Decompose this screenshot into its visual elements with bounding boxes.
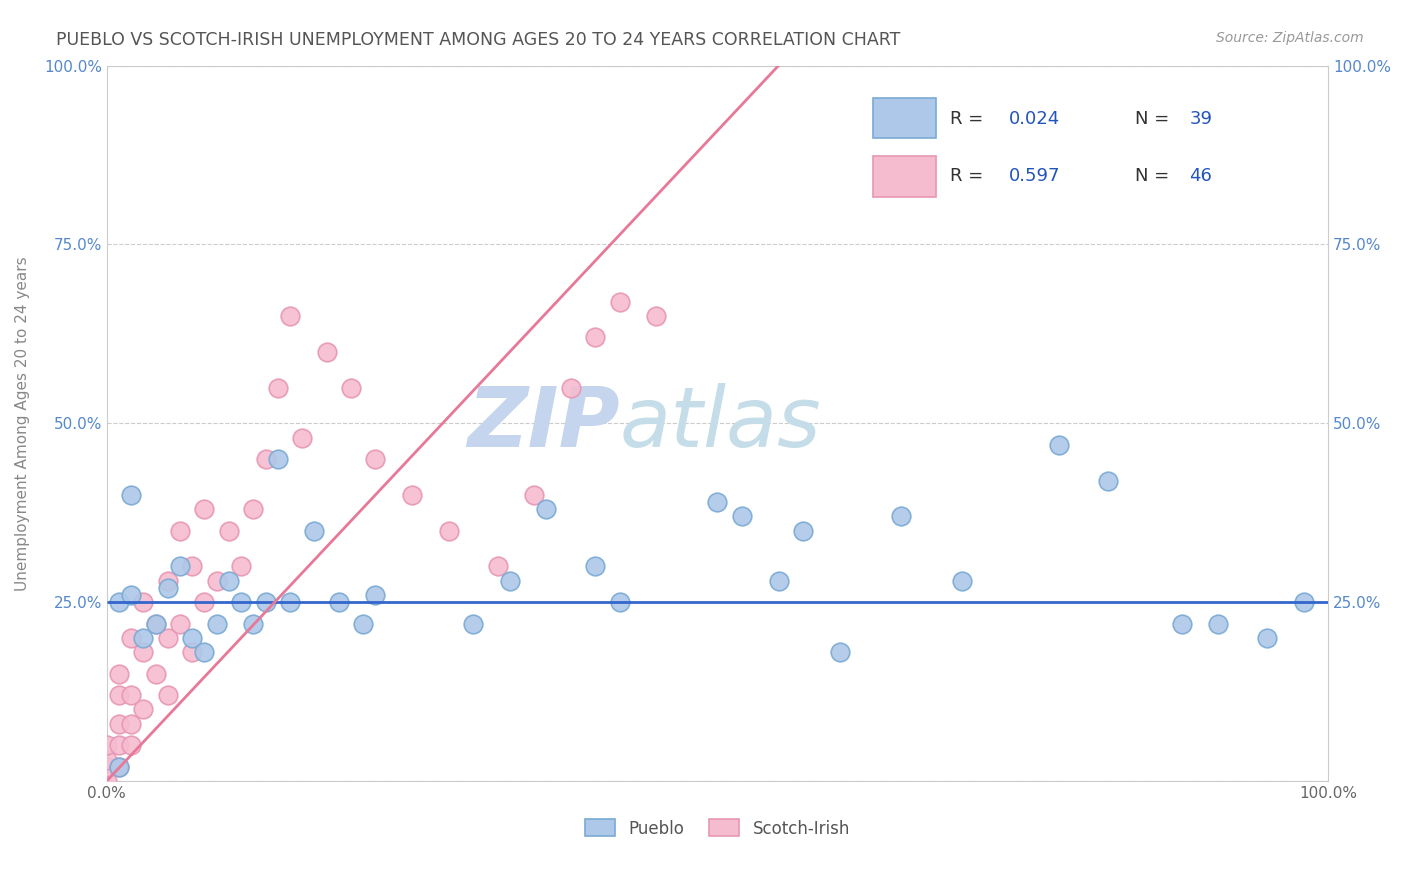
Point bbox=[645, 309, 668, 323]
Point bbox=[132, 702, 155, 716]
Point bbox=[169, 559, 191, 574]
Point bbox=[145, 616, 167, 631]
Point bbox=[950, 574, 973, 588]
Point bbox=[401, 488, 423, 502]
Point bbox=[340, 380, 363, 394]
Point bbox=[193, 595, 215, 609]
Point bbox=[437, 524, 460, 538]
Point bbox=[486, 559, 509, 574]
Point bbox=[145, 616, 167, 631]
Point bbox=[1049, 438, 1071, 452]
Point bbox=[181, 559, 204, 574]
Point bbox=[1097, 474, 1119, 488]
Point bbox=[242, 502, 264, 516]
Point bbox=[229, 559, 252, 574]
Text: ZIP: ZIP bbox=[467, 383, 620, 464]
Point bbox=[145, 666, 167, 681]
Point bbox=[132, 645, 155, 659]
Point bbox=[169, 616, 191, 631]
Point bbox=[181, 631, 204, 645]
Point bbox=[609, 294, 631, 309]
Point bbox=[364, 588, 387, 602]
Point bbox=[156, 581, 179, 595]
Point bbox=[706, 495, 728, 509]
Point bbox=[254, 595, 277, 609]
Point bbox=[132, 595, 155, 609]
Point bbox=[278, 595, 301, 609]
Point bbox=[108, 688, 131, 702]
Point bbox=[352, 616, 374, 631]
Point bbox=[156, 688, 179, 702]
Point bbox=[218, 574, 240, 588]
Point bbox=[120, 488, 142, 502]
Point bbox=[768, 574, 790, 588]
Point bbox=[583, 559, 606, 574]
Point bbox=[108, 716, 131, 731]
Point bbox=[156, 574, 179, 588]
Point bbox=[229, 595, 252, 609]
Point bbox=[205, 574, 228, 588]
Point bbox=[291, 431, 314, 445]
Point bbox=[1256, 631, 1278, 645]
Point bbox=[120, 738, 142, 752]
Point bbox=[108, 738, 131, 752]
Point bbox=[132, 631, 155, 645]
Point bbox=[108, 595, 131, 609]
Y-axis label: Unemployment Among Ages 20 to 24 years: Unemployment Among Ages 20 to 24 years bbox=[15, 256, 30, 591]
Point bbox=[463, 616, 485, 631]
Point bbox=[108, 759, 131, 773]
Point bbox=[560, 380, 582, 394]
Point bbox=[181, 645, 204, 659]
Point bbox=[731, 509, 754, 524]
Point bbox=[536, 502, 558, 516]
Point bbox=[828, 645, 851, 659]
Point bbox=[193, 645, 215, 659]
Point bbox=[890, 509, 912, 524]
Point bbox=[120, 688, 142, 702]
Point bbox=[96, 752, 118, 766]
Point bbox=[267, 452, 290, 467]
Point bbox=[156, 631, 179, 645]
Point bbox=[499, 574, 522, 588]
Point bbox=[364, 452, 387, 467]
Point bbox=[523, 488, 546, 502]
Point bbox=[267, 380, 290, 394]
Point bbox=[108, 759, 131, 773]
Point bbox=[1206, 616, 1229, 631]
Point bbox=[120, 716, 142, 731]
Point bbox=[205, 616, 228, 631]
Point bbox=[1170, 616, 1192, 631]
Text: Source: ZipAtlas.com: Source: ZipAtlas.com bbox=[1216, 31, 1364, 45]
Point bbox=[193, 502, 215, 516]
Point bbox=[242, 616, 264, 631]
Point bbox=[96, 774, 118, 789]
Point bbox=[315, 344, 337, 359]
Point bbox=[108, 666, 131, 681]
Point bbox=[96, 738, 118, 752]
Point bbox=[583, 330, 606, 344]
Point bbox=[169, 524, 191, 538]
Point bbox=[120, 631, 142, 645]
Point bbox=[328, 595, 350, 609]
Point bbox=[304, 524, 326, 538]
Text: atlas: atlas bbox=[620, 383, 821, 464]
Legend: Pueblo, Scotch-Irish: Pueblo, Scotch-Irish bbox=[578, 813, 856, 844]
Point bbox=[1292, 595, 1315, 609]
Point bbox=[96, 759, 118, 773]
Point bbox=[254, 452, 277, 467]
Point bbox=[792, 524, 814, 538]
Point bbox=[120, 588, 142, 602]
Point bbox=[218, 524, 240, 538]
Text: PUEBLO VS SCOTCH-IRISH UNEMPLOYMENT AMONG AGES 20 TO 24 YEARS CORRELATION CHART: PUEBLO VS SCOTCH-IRISH UNEMPLOYMENT AMON… bbox=[56, 31, 901, 49]
Point bbox=[609, 595, 631, 609]
Point bbox=[278, 309, 301, 323]
